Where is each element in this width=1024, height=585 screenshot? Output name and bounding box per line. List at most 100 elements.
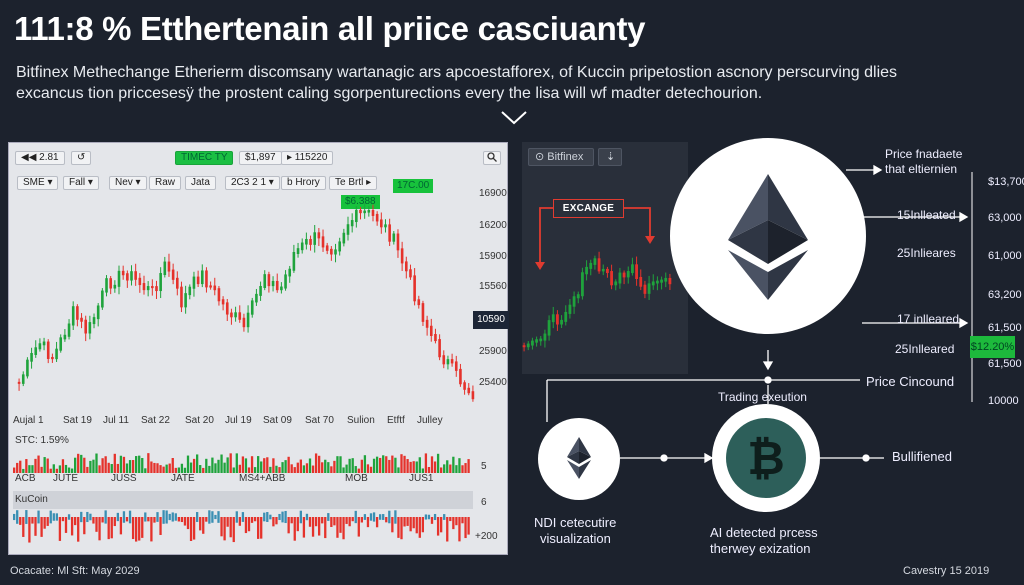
candle: [359, 206, 362, 220]
candle: [635, 256, 638, 286]
candle: [263, 270, 267, 291]
oscillator-bar: [77, 517, 80, 542]
exchange-arrows: [535, 207, 655, 270]
volume-bar: [272, 458, 275, 473]
candle: [246, 305, 250, 333]
history-button[interactable]: b Hrory: [281, 176, 326, 190]
oscillator-bar: [92, 517, 95, 524]
volume-bar: [49, 468, 52, 473]
volume-bar: [287, 456, 290, 473]
timeframe-button[interactable]: TIMEC TY: [175, 151, 234, 165]
oscillator-histogram: [13, 510, 470, 543]
symbol-dropdown[interactable]: SME ▾: [17, 176, 59, 190]
oscillator-bar: [159, 517, 162, 535]
volume-histogram: [13, 453, 470, 473]
candle: [330, 246, 333, 261]
candle: [296, 242, 300, 258]
volume-bar: [19, 460, 22, 473]
volume-bar: [168, 463, 171, 473]
volume-field[interactable]: ▸ 115220: [281, 151, 334, 165]
indicator-dropdown[interactable]: Nev ▾: [109, 176, 147, 190]
candle: [76, 304, 79, 327]
volume-bar: [138, 455, 141, 473]
brush-button[interactable]: Te Brtl ▸: [329, 176, 378, 190]
volume-bar: [70, 468, 74, 473]
oscillator-bar: [70, 517, 74, 536]
candle: [622, 270, 626, 285]
oscillator-bar: [284, 510, 287, 524]
candle: [255, 288, 258, 306]
oscillator-bar: [467, 517, 470, 535]
svg-text:₿: ₿: [747, 431, 785, 485]
oscillator-bar: [223, 517, 226, 541]
candle: [59, 334, 63, 353]
candle: [134, 263, 137, 286]
candle: [551, 306, 555, 329]
oscillator-bar: [150, 517, 153, 542]
chevron-down-icon[interactable]: [500, 110, 528, 126]
oscillator-bar: [391, 517, 394, 533]
volume-bar: [147, 453, 150, 473]
oscillator-bar: [415, 517, 418, 534]
price-level: 63,000: [988, 212, 1022, 224]
oscillator-bar: [281, 511, 284, 523]
volume-bar: [296, 462, 299, 473]
candle: [176, 271, 179, 296]
interval-dropdown[interactable]: Fall ▾: [63, 176, 99, 190]
volume-bar: [244, 458, 248, 473]
volume-bar: [141, 458, 144, 473]
candle: [63, 329, 67, 342]
search-icon[interactable]: [483, 151, 501, 165]
oscillator-bar: [183, 517, 187, 526]
range-dropdown[interactable]: 2C3 2 1 ▾: [225, 176, 280, 190]
candle: [38, 338, 42, 352]
oscillator-bar: [452, 517, 455, 530]
candle: [363, 202, 366, 219]
oscillator-bar: [168, 513, 171, 521]
candle: [21, 371, 25, 387]
volume-bar: [388, 459, 391, 473]
volume-bar: [430, 456, 434, 473]
candle: [159, 267, 162, 299]
volume-bar: [253, 467, 257, 473]
data-button[interactable]: Jata: [185, 176, 216, 190]
volume-bar: [382, 455, 385, 473]
oscillator-bar: [339, 517, 342, 533]
price-badge-high: $6.388: [341, 195, 380, 209]
raw-button[interactable]: Raw: [149, 176, 182, 190]
volume-bar: [156, 463, 159, 473]
volume-bar: [52, 464, 55, 473]
candle: [581, 267, 584, 300]
ndi-caption-line1: NDI cetecutire: [534, 515, 617, 530]
zoom-control[interactable]: ◀◀ 2.81: [15, 151, 65, 165]
volume-bar: [241, 456, 245, 473]
volume-bar: [281, 462, 284, 473]
price-field[interactable]: $1,897: [239, 151, 282, 165]
oscillator-bar: [406, 517, 409, 526]
oscillator-bar: [16, 510, 19, 524]
oscillator-bar: [464, 517, 467, 539]
oscillator-bar: [13, 513, 16, 521]
oscillator-bar: [153, 517, 156, 523]
candle: [209, 281, 212, 290]
exchange-candlestick-chart[interactable]: [522, 142, 688, 374]
candle: [34, 340, 38, 358]
oscillator-bar: [458, 517, 461, 542]
exchange-dropdown[interactable]: ⊙ Bitfinex: [528, 148, 594, 166]
candle: [647, 275, 651, 300]
refresh-button[interactable]: ↺: [71, 151, 92, 165]
download-icon[interactable]: ⇣: [598, 148, 622, 166]
candle: [105, 275, 108, 297]
volume-bar: [101, 458, 104, 473]
volume-bar: [403, 455, 406, 473]
candlestick-chart[interactable]: [13, 143, 483, 418]
oscillator-bar: [333, 517, 336, 526]
volume-bar: [174, 467, 177, 473]
candle: [421, 300, 425, 326]
candle: [338, 237, 341, 256]
candle: [101, 288, 104, 310]
oscillator-bar: [244, 517, 248, 534]
candle: [284, 270, 287, 291]
volume-bar: [86, 466, 89, 473]
price-level: $13,700: [988, 176, 1024, 188]
